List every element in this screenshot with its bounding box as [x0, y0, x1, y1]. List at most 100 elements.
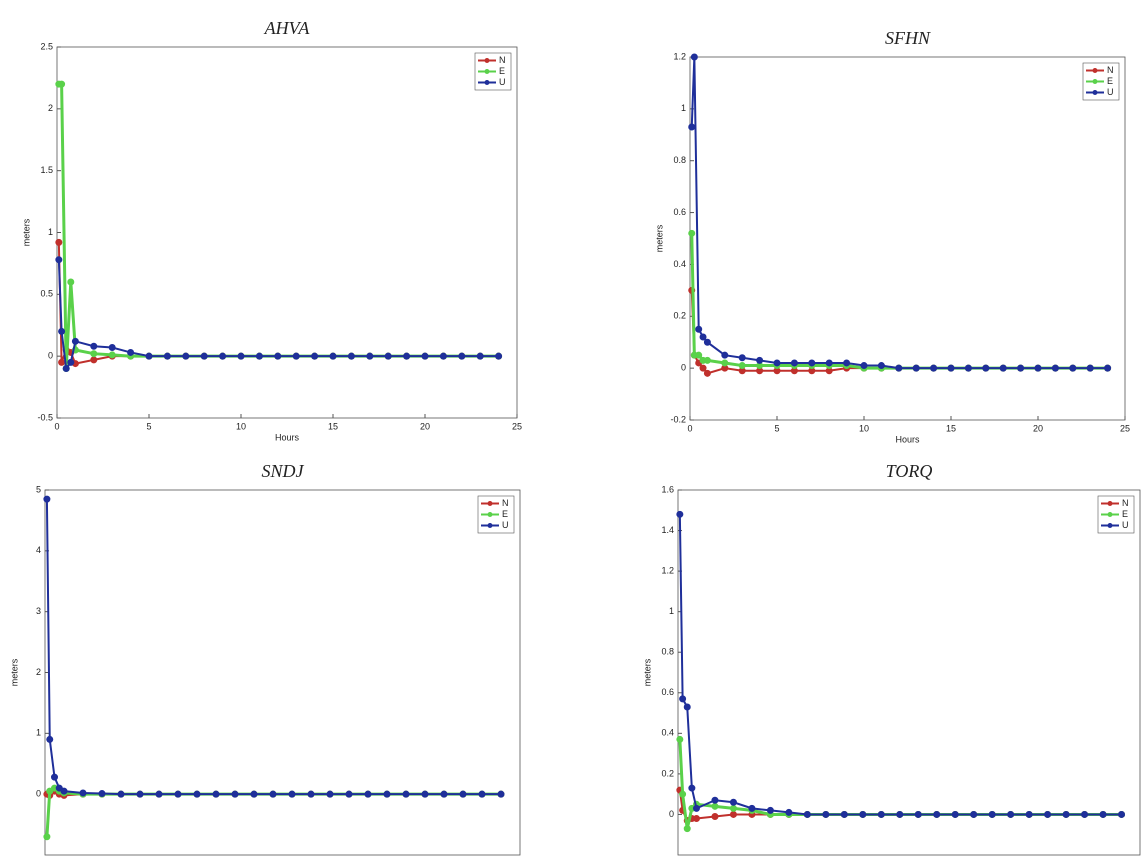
- x-tick-label: 25: [512, 421, 522, 431]
- subplot: TORQ meters 0 0.2 0.4 0.6 0.8 1 1.2 1.4 1.6 NEU: [642, 461, 1141, 856]
- data-point: [98, 790, 106, 798]
- data-point: [843, 359, 851, 367]
- data-point: [60, 787, 68, 795]
- data-point: [274, 352, 282, 360]
- data-point: [692, 815, 700, 822]
- data-point: [877, 362, 885, 370]
- data-point: [402, 790, 410, 798]
- data-point: [250, 790, 258, 798]
- data-point: [930, 364, 938, 372]
- data-point: [679, 695, 687, 703]
- data-point: [90, 356, 98, 364]
- legend-label: U: [499, 77, 506, 87]
- data-point: [212, 790, 220, 798]
- data-point: [383, 790, 391, 798]
- y-axis-label: meters: [9, 658, 19, 686]
- data-point: [711, 796, 719, 804]
- data-point: [497, 790, 505, 798]
- data-point: [269, 790, 277, 798]
- data-point: [676, 510, 684, 518]
- legend-label: N: [499, 55, 506, 65]
- data-point: [738, 354, 746, 362]
- data-point: [840, 810, 848, 818]
- data-point: [964, 364, 972, 372]
- data-point: [345, 790, 353, 798]
- data-point: [859, 810, 867, 818]
- data-point: [219, 352, 227, 360]
- data-point: [692, 804, 700, 812]
- data-point: [51, 773, 58, 781]
- data-point: [90, 350, 98, 358]
- data-point: [136, 790, 144, 798]
- y-tick-label: 1.2: [661, 565, 674, 575]
- y-tick-label: 0.4: [673, 259, 686, 269]
- data-point: [311, 352, 319, 360]
- legend-marker: [484, 58, 490, 63]
- legend-marker: [487, 501, 493, 506]
- data-point: [90, 342, 98, 350]
- y-tick-label: 1: [48, 227, 53, 237]
- y-tick-label: 0.8: [673, 155, 686, 165]
- y-axis-label: meters: [21, 218, 31, 246]
- subplot: SNDJ meters 0 1 2 3 4 5 NEU: [9, 461, 521, 856]
- y-tick-label: 1.6: [661, 484, 674, 494]
- data-point: [896, 810, 904, 818]
- y-tick-label: -0.5: [37, 412, 53, 422]
- data-point: [108, 344, 116, 352]
- data-point: [117, 790, 125, 798]
- x-tick-label: 5: [146, 421, 151, 431]
- legend-label: E: [1107, 76, 1113, 86]
- data-point: [55, 784, 63, 792]
- data-point: [326, 790, 334, 798]
- data-point: [476, 352, 484, 360]
- data-point: [688, 123, 696, 131]
- data-point: [347, 352, 355, 360]
- data-point: [699, 333, 707, 341]
- data-point: [67, 278, 75, 286]
- legend: NEU: [477, 495, 515, 534]
- data-point: [690, 53, 698, 61]
- y-tick-label: 0: [681, 363, 686, 373]
- data-point: [1081, 810, 1089, 818]
- data-point: [912, 364, 920, 372]
- data-point: [200, 352, 208, 360]
- data-point: [1051, 364, 1059, 372]
- data-point: [947, 364, 955, 372]
- chart-title: AHVA: [264, 18, 311, 38]
- data-point: [825, 359, 833, 367]
- legend-label: N: [502, 498, 509, 508]
- data-point: [46, 787, 54, 795]
- legend-marker: [1107, 512, 1113, 517]
- data-point: [1034, 364, 1042, 372]
- data-point: [679, 790, 687, 798]
- data-point: [676, 735, 684, 743]
- data-point: [790, 359, 798, 367]
- y-tick-label: 0: [48, 351, 53, 361]
- x-tick-label: 20: [1033, 423, 1043, 433]
- legend: NEU: [1097, 495, 1135, 534]
- data-point: [703, 338, 711, 346]
- data-point: [495, 352, 503, 360]
- data-point: [439, 352, 447, 360]
- data-point: [773, 359, 781, 367]
- data-point: [982, 364, 990, 372]
- legend-marker: [487, 512, 493, 517]
- data-point: [55, 238, 63, 246]
- data-point: [1069, 364, 1077, 372]
- data-point: [255, 352, 263, 360]
- y-tick-label: 0.4: [661, 728, 674, 738]
- y-tick-label: 3: [36, 606, 41, 616]
- legend-label: N: [1107, 65, 1114, 75]
- y-axis-label: meters: [642, 658, 652, 686]
- legend-label: E: [499, 66, 505, 76]
- y-tick-label: 1.4: [661, 525, 674, 535]
- legend-marker: [484, 80, 490, 85]
- data-point: [1099, 810, 1107, 818]
- x-tick-label: 15: [946, 423, 956, 433]
- data-point: [459, 790, 467, 798]
- data-point: [683, 703, 691, 711]
- data-point: [785, 808, 793, 816]
- x-tick-label: 10: [236, 421, 246, 431]
- data-point: [988, 810, 996, 818]
